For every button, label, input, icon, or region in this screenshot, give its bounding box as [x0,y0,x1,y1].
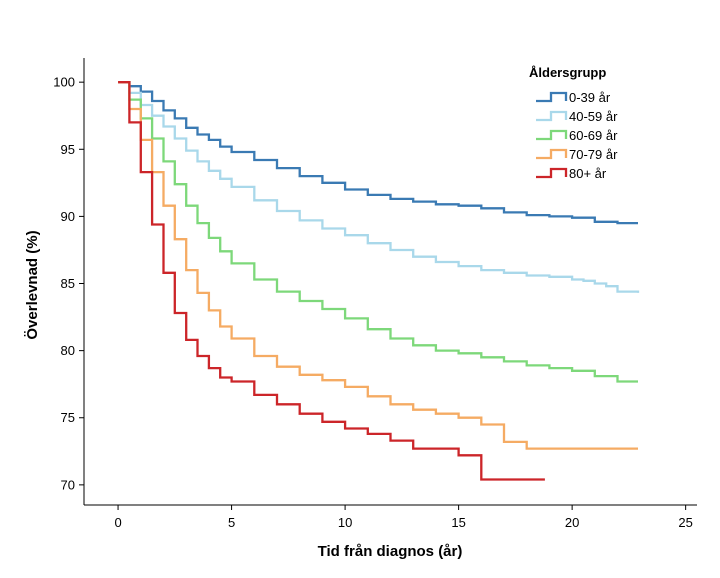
series-group [118,81,640,481]
x-tick-label: 25 [678,515,692,530]
legend-label: 60-69 år [569,128,618,143]
series-line-5 [118,81,545,481]
series-line-4 [118,81,638,450]
x-tick-label: 10 [338,515,352,530]
series-line-3 [118,81,638,383]
y-tick-label: 100 [53,75,75,90]
x-tick-label: 20 [565,515,579,530]
y-tick-label: 70 [61,477,75,492]
y-tick-label: 75 [61,410,75,425]
series-line-1 [118,81,638,225]
legend-label: 0-39 år [569,90,611,105]
legend-label: 80+ år [569,166,607,181]
y-tick-label: 85 [61,276,75,291]
axes: 70 75 80 85 90 95 100 0 5 10 15 20 25 [53,58,697,530]
legend-swatch [536,129,568,141]
legend-swatch [536,91,568,103]
y-tick-label: 90 [61,209,75,224]
x-tick-label: 5 [228,515,235,530]
legend-label: 40-59 år [569,109,618,124]
legend-label: 70-79 år [569,147,618,162]
x-axis-title: Tid från diagnos (år) [318,543,463,560]
series-line-2 [118,81,640,293]
legend-swatch [536,110,568,122]
x-tick-label: 0 [114,515,121,530]
x-tick-label: 15 [451,515,465,530]
legend-swatch [536,148,568,160]
y-axis-title: Överlevnad (%) [24,230,41,339]
legend-title: Åldersgrupp [529,65,606,80]
y-tick-label: 95 [61,142,75,157]
y-tick-label: 80 [61,343,75,358]
legend: Åldersgrupp 0-39 år 40-59 år 60-69 år 70-79 … [529,65,618,181]
legend-swatch [536,167,568,179]
